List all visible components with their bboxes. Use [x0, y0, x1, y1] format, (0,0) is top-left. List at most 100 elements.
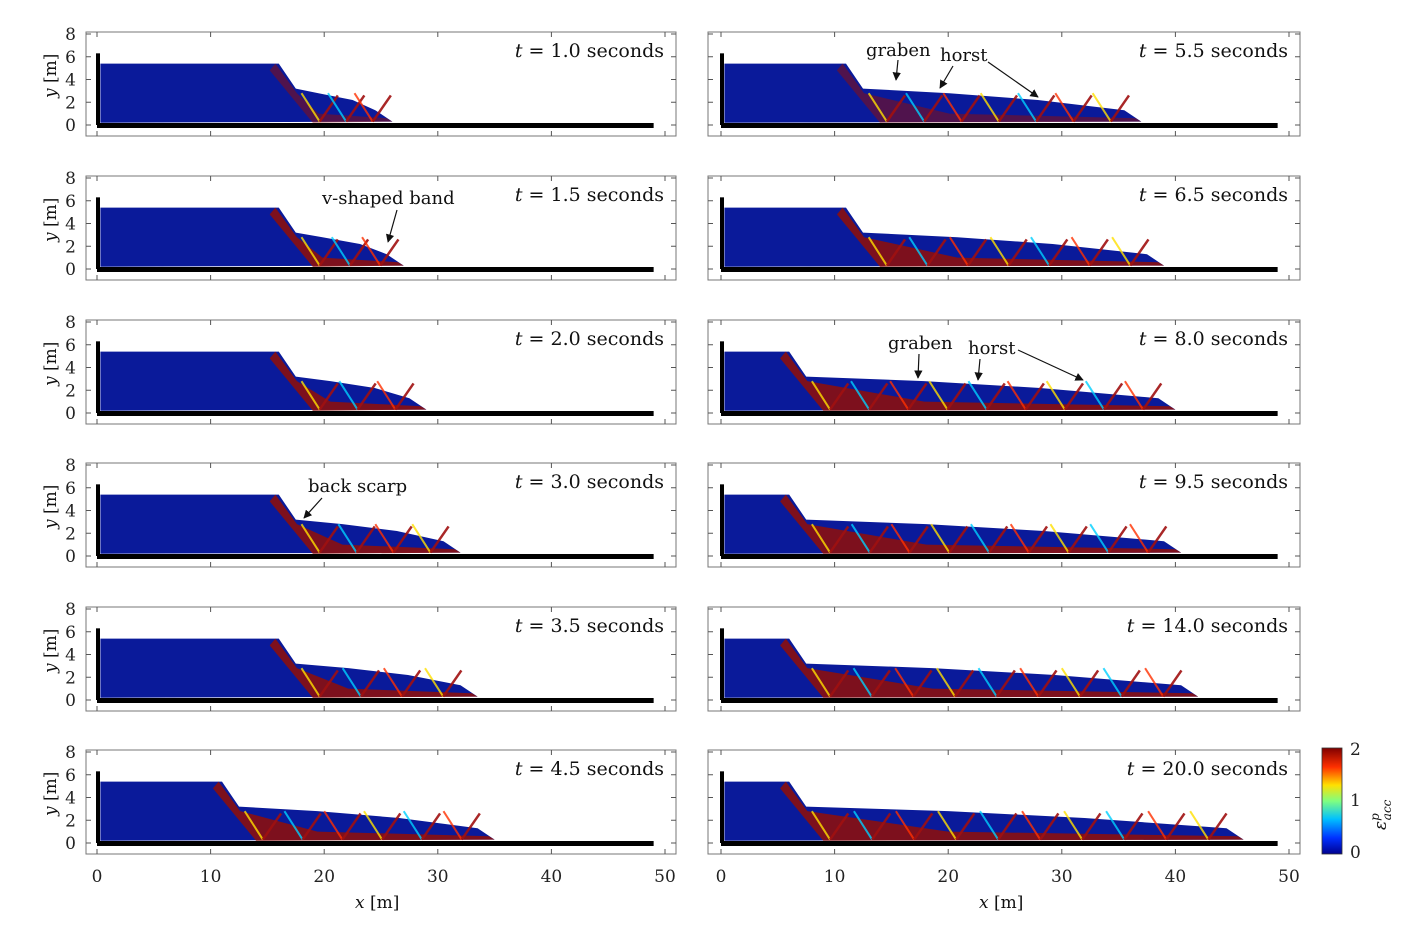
- y-tick-label: 8: [65, 25, 76, 45]
- shear-band: [402, 810, 423, 841]
- shear-band: [1049, 523, 1070, 554]
- shear-band: [1009, 523, 1030, 554]
- shear-band: [283, 810, 304, 841]
- floor: [97, 841, 654, 846]
- shear-band: [923, 94, 944, 123]
- shear-band: [460, 812, 481, 841]
- shear-band: [894, 667, 915, 698]
- wall: [720, 771, 724, 843]
- shear-band: [867, 236, 888, 267]
- shear-band: [967, 380, 988, 411]
- shear-band: [889, 380, 910, 411]
- shear-band: [928, 380, 949, 411]
- shear-band: [363, 810, 383, 841]
- shear-band: [1067, 525, 1088, 554]
- shear-band: [1123, 812, 1144, 841]
- floor: [97, 267, 654, 272]
- shear-band: [1027, 525, 1049, 554]
- shear-band: [411, 523, 432, 554]
- shear-band: [811, 523, 831, 554]
- annotation-arrow: [1017, 349, 1084, 381]
- shear-band: [379, 238, 400, 267]
- shear-band: [381, 812, 402, 841]
- annotation-arrow: [386, 209, 398, 243]
- y-tick-label: 2: [65, 668, 76, 688]
- floor: [721, 554, 1278, 559]
- shear-band: [424, 667, 445, 698]
- shear-band: [1070, 236, 1091, 267]
- shear-band: [353, 92, 374, 123]
- shear-band: [300, 667, 321, 698]
- colorbar-label: εpacc: [1368, 799, 1394, 830]
- panel: t = 14.0 seconds: [707, 606, 1301, 712]
- shear-band: [1081, 812, 1102, 841]
- shear-band: [420, 812, 442, 841]
- shear-band: [867, 92, 888, 123]
- y-tick-label: 0: [65, 404, 76, 424]
- shear-band: [868, 525, 890, 554]
- x-tick-label: 10: [200, 867, 222, 887]
- panel-time-label: t = 1.0 seconds: [515, 40, 664, 62]
- shear-band: [989, 236, 1010, 267]
- y-tick-label: 6: [65, 479, 76, 499]
- soil-mass: [100, 781, 495, 841]
- y-tick-label: 4: [65, 646, 76, 666]
- shear-band: [243, 810, 264, 841]
- panel-time-label: t = 3.0 seconds: [515, 471, 664, 493]
- shear-band: [371, 94, 392, 123]
- y-axis-label: y [m]: [41, 342, 61, 387]
- y-tick-label: 2: [65, 524, 76, 544]
- annotation-back-scarp: back scarp: [308, 476, 407, 497]
- shear-band: [1060, 667, 1081, 698]
- y-tick-label: 0: [65, 116, 76, 136]
- shear-band: [1162, 669, 1183, 698]
- wall: [720, 197, 724, 269]
- x-tick-label: 20: [313, 867, 335, 887]
- y-tick-label: 6: [65, 336, 76, 356]
- panel: t = 8.0 seconds: [707, 319, 1301, 425]
- shear-band: [850, 523, 871, 554]
- annotation-v-shaped-band: v-shaped band: [321, 188, 455, 209]
- shear-band: [1037, 669, 1058, 698]
- floor: [97, 554, 654, 559]
- wall: [96, 197, 100, 269]
- shear-band: [1054, 92, 1075, 123]
- shear-band: [1129, 238, 1150, 267]
- shear-band: [1189, 810, 1210, 841]
- wall: [96, 53, 100, 125]
- colorbar-gradient: [1321, 747, 1343, 855]
- shear-band: [1039, 812, 1060, 841]
- annotation-arrow: [303, 497, 323, 519]
- panel: 0 24 6 8y [m] t = 3.0 seconds: [41, 456, 677, 568]
- shear-band: [811, 810, 831, 841]
- shear-band: [1019, 667, 1040, 698]
- shear-band: [337, 523, 358, 554]
- shear-band: [359, 669, 381, 698]
- shear-band: [1165, 812, 1186, 841]
- y-tick-label: 4: [65, 359, 76, 379]
- y-tick-label: 8: [65, 600, 76, 620]
- y-tick-label: 4: [65, 71, 76, 91]
- shear-band: [355, 525, 376, 554]
- shear-band: [926, 238, 947, 267]
- shear-band: [300, 92, 321, 123]
- shear-band: [1107, 525, 1128, 554]
- shear-band: [885, 238, 907, 267]
- shear-band: [870, 669, 891, 698]
- shear-band: [330, 236, 351, 267]
- shear-band: [948, 525, 969, 554]
- shear-band: [829, 382, 850, 411]
- y-tick-label: 6: [65, 623, 76, 643]
- shear-band: [811, 380, 831, 411]
- shear-band: [979, 92, 1000, 123]
- shear-band: [988, 525, 1009, 554]
- failure-zone: [269, 494, 461, 554]
- x-tick-label: 20: [937, 867, 959, 887]
- shear-band: [318, 525, 339, 554]
- panel-time-label: t = 1.5 seconds: [515, 184, 664, 206]
- shear-band: [1147, 525, 1168, 554]
- shear-band: [850, 380, 871, 411]
- shear-band: [829, 669, 850, 698]
- panel: 0 24 6 8y [m] t = 1.0 seconds: [41, 25, 677, 137]
- wall: [720, 341, 724, 413]
